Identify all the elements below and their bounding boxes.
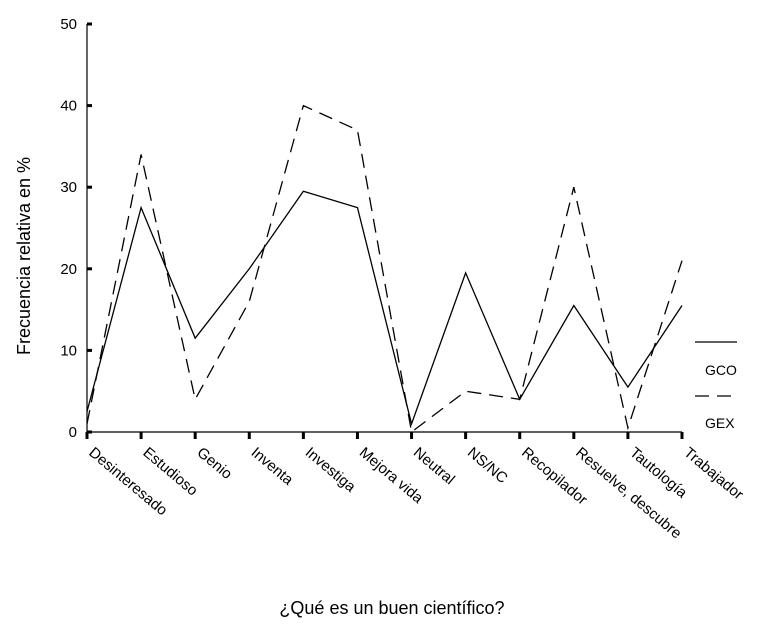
series-line-gex [86,104,683,434]
series-lines [86,104,683,434]
legend-label-gex: GEX [705,415,735,431]
y-tick-label: 10 [60,342,77,359]
y-tick-label: 30 [60,179,77,196]
series-line-gco [86,190,683,427]
x-tick-label: NS/NC [464,444,511,487]
legend: GCO GEX [695,341,737,431]
y-tick-label: 40 [60,98,77,115]
y-tick-label: 20 [60,261,77,278]
x-axis-title: ¿Qué es un buen científico? [279,598,504,618]
axes [86,24,682,433]
x-tick-label: Investiga [302,444,359,496]
y-ticks: 0 10 20 30 40 50 [60,16,92,441]
y-tick-label: 0 [69,424,77,441]
x-tick-label: Neutral [410,444,458,488]
y-tick-label: 50 [60,16,77,33]
legend-label-gco: GCO [705,362,737,378]
x-tick-label: Trabajador [680,444,746,503]
x-tick-label: Genio [194,444,236,483]
y-axis-title: Frecuencia relativa en % [14,157,34,355]
x-tick-label: Inventa [248,444,297,489]
